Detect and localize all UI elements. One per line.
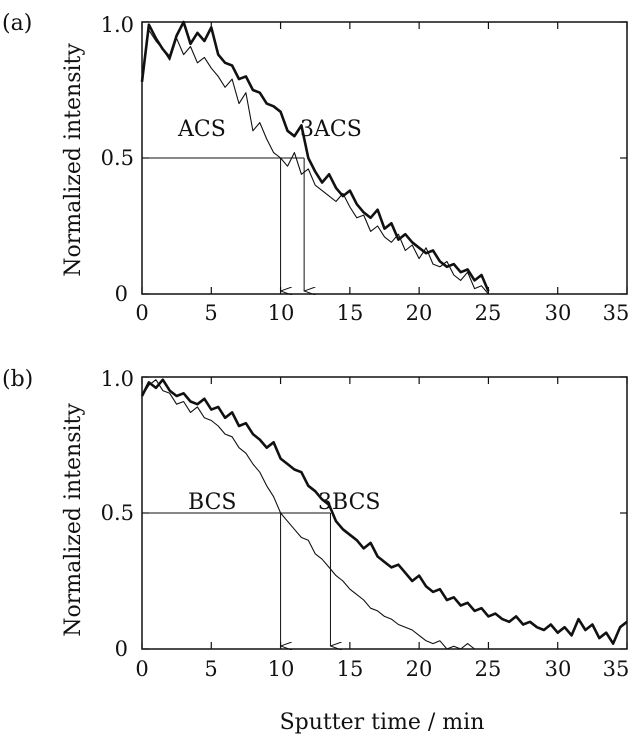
panel-a-xtick-5: 25 bbox=[475, 301, 502, 325]
panel-b-xtick-0: 0 bbox=[135, 657, 148, 681]
panel-b-series bbox=[140, 378, 628, 650]
panel-b-xtick-7: 35 bbox=[603, 657, 630, 681]
panel-a-series bbox=[140, 20, 490, 295]
panel-b-xtick-6: 30 bbox=[545, 657, 572, 681]
panel-b-ticks bbox=[141, 376, 628, 650]
panel-a-xtick-0: 0 bbox=[135, 301, 148, 325]
panel-b-xlabel: Sputter time / min bbox=[280, 710, 485, 735]
panel-b-xtick-4: 20 bbox=[406, 657, 433, 681]
panel-a-ytick-1: 0.5 bbox=[101, 146, 134, 170]
panel-a-series-3acs-line bbox=[140, 20, 490, 292]
panel-b-xtick-5: 25 bbox=[475, 657, 502, 681]
panel-a-xtick-6: 30 bbox=[545, 301, 572, 325]
panel-b-half-guides bbox=[142, 512, 330, 646]
panel-a-yticks: 0 0.5 1.0 bbox=[101, 13, 134, 306]
panel-b-label-3bcs: 3BCS bbox=[318, 490, 380, 515]
panel-a-xtick-1: 5 bbox=[204, 301, 217, 325]
panel-b-series-3bcs-line bbox=[140, 378, 628, 645]
panel-a-ytick-2: 1.0 bbox=[101, 13, 134, 37]
panel-b-tag: (b) bbox=[2, 367, 33, 392]
panel-a-xtick-4: 20 bbox=[406, 301, 433, 325]
panel-b-xtick-3: 15 bbox=[337, 657, 364, 681]
panel-b-ylabel: Normalized intensity bbox=[61, 403, 86, 637]
panel-a-label-3acs: 3ACS bbox=[300, 117, 362, 142]
panel-a-xtick-7: 35 bbox=[603, 301, 630, 325]
panel-a-series-acs-line bbox=[141, 29, 489, 295]
panel-a-ytick-0: 0 bbox=[115, 282, 128, 306]
panel-b-series-bcs-line bbox=[141, 379, 475, 650]
panel-a-xticks: 0 5 10 15 20 25 30 35 bbox=[135, 301, 629, 325]
panel-b-ytick-2: 1.0 bbox=[101, 367, 134, 391]
panel-a-xtick-2: 10 bbox=[268, 301, 295, 325]
panel-a-half-guides bbox=[142, 157, 304, 291]
panel-b-ytick-0: 0 bbox=[115, 637, 128, 661]
panel-a-xtick-3: 15 bbox=[337, 301, 364, 325]
panel-b-yticks: 0 0.5 1.0 bbox=[101, 367, 134, 661]
panel-b-xtick-1: 5 bbox=[204, 657, 217, 681]
panel-b: (b) Normalized intensity 0 0.5 1.0 0 5 1… bbox=[2, 367, 629, 735]
panel-a-ylabel: Normalized intensity bbox=[61, 43, 86, 277]
panel-b-label-bcs: BCS bbox=[188, 490, 236, 515]
panel-a-label-acs: ACS bbox=[177, 117, 226, 142]
panel-a: (a) Normalized intensity 0 0.5 1.0 0 5 1… bbox=[2, 11, 629, 325]
panel-b-xtick-2: 10 bbox=[268, 657, 295, 681]
panel-a-tag: (a) bbox=[2, 11, 32, 36]
panel-b-ytick-1: 0.5 bbox=[101, 501, 134, 525]
panel-b-xticks: 0 5 10 15 20 25 30 35 bbox=[135, 657, 629, 681]
